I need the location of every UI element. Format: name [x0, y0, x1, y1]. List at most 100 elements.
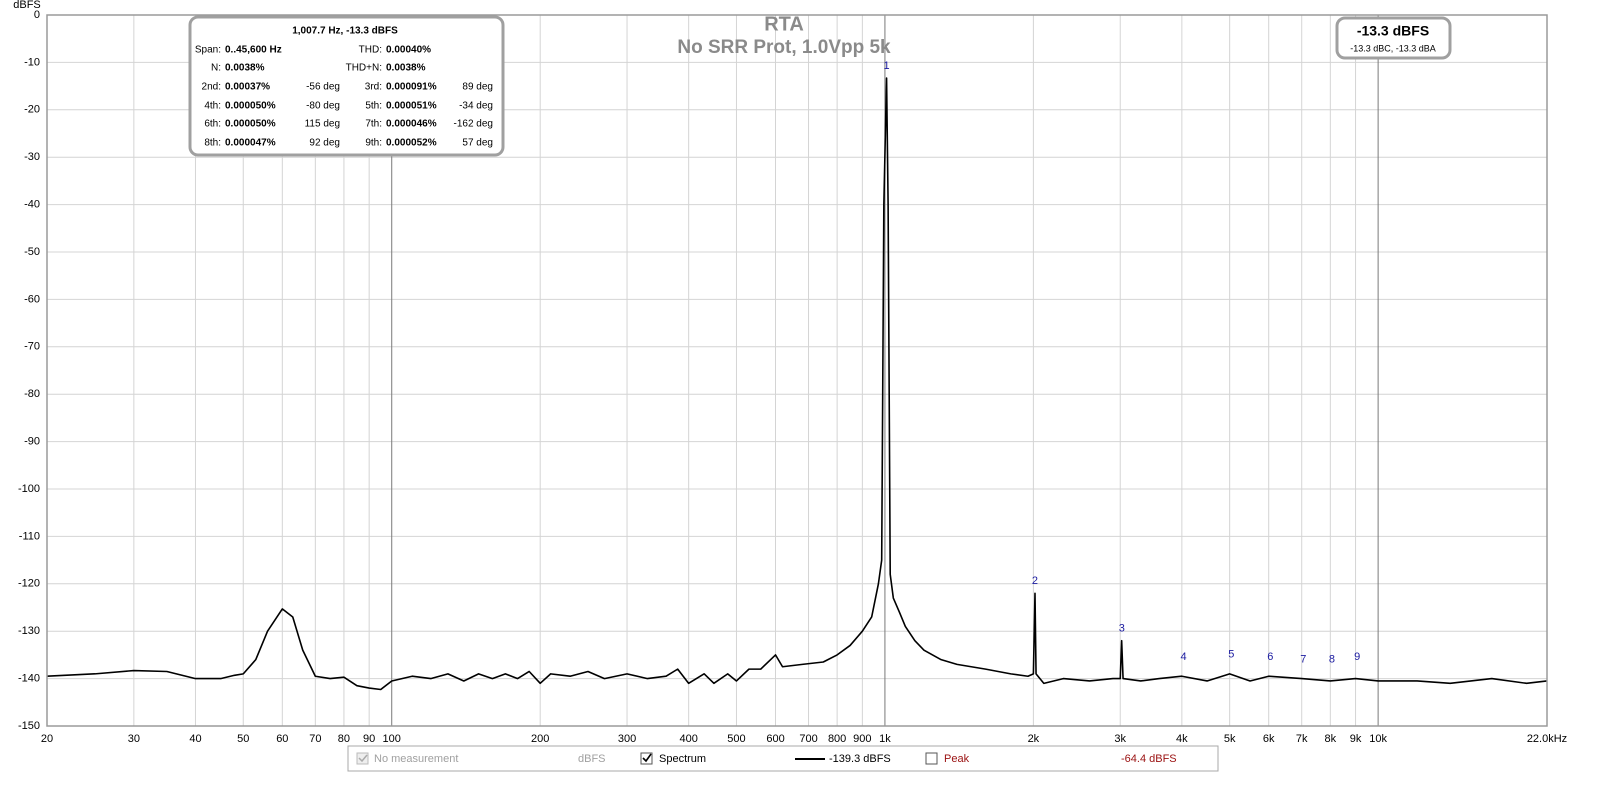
x-tick-label: 30 — [128, 733, 140, 745]
info-cell: 0.0038% — [386, 63, 426, 74]
harmonic-marker: 6 — [1267, 651, 1273, 663]
y-tick-label: -130 — [18, 625, 40, 637]
info-cell: 5th: — [365, 101, 382, 112]
y-tick-label: -110 — [19, 530, 40, 542]
info-cell: 0.000051% — [386, 101, 437, 112]
spectrum-line — [46, 77, 1548, 691]
y-tick-label: -70 — [24, 341, 40, 353]
info-cell: 0.000050% — [225, 101, 276, 112]
x-tick-label: 5k — [1224, 733, 1236, 745]
info-cell: -162 deg — [454, 119, 493, 130]
info-cell: 8th: — [204, 138, 221, 149]
info-cell: 0.000050% — [225, 119, 276, 130]
harmonic-marker: 3 — [1119, 623, 1125, 635]
y-tick-label: -100 — [18, 483, 40, 495]
y-axis-label: dBFS — [13, 0, 41, 11]
legend-series-name: Spectrum — [659, 753, 706, 765]
level-box: -13.3 dBFS -13.3 dBC, -13.3 dBA — [1335, 16, 1452, 60]
info-cell: 92 deg — [309, 138, 340, 149]
legend-frame — [347, 745, 1219, 772]
harmonic-marker: 7 — [1300, 653, 1306, 665]
info-cell: -34 deg — [459, 101, 493, 112]
info-box-frame — [188, 15, 505, 157]
checkbox[interactable] — [640, 752, 653, 765]
level-sub: -13.3 dBC, -13.3 dBA — [1350, 43, 1436, 53]
x-tick-label: 400 — [679, 733, 697, 745]
legend-series-value: -139.3 dBFS — [829, 753, 891, 765]
x-tick-label: 3k — [1114, 733, 1126, 745]
info-cell: 115 deg — [305, 119, 340, 130]
info-cell: 6th: — [204, 119, 221, 130]
info-cell: 2nd: — [202, 82, 221, 93]
info-cell: 0.000047% — [225, 138, 276, 149]
harmonic-marker: 8 — [1329, 653, 1335, 665]
x-tick-label: 60 — [276, 733, 288, 745]
check — [642, 753, 652, 763]
info-cell: 7th: — [365, 119, 382, 130]
x-tick-label: 7k — [1296, 733, 1308, 745]
y-tick-label: -120 — [18, 578, 40, 590]
legend-peak: Peak — [944, 753, 970, 765]
checkbox[interactable] — [356, 752, 369, 765]
info-cell: N: — [211, 63, 221, 74]
info-cell: 3rd: — [365, 82, 382, 93]
legend-bar: No measurement dBFS Spectrum -139.3 dBFS… — [347, 745, 1219, 772]
y-tick-label: -30 — [24, 151, 40, 163]
info-cell: 0..45,600 Hz — [225, 45, 282, 56]
y-tick-label: -90 — [24, 436, 40, 448]
info-cell: 89 deg — [462, 82, 493, 93]
info-cell: 0.00040% — [386, 45, 431, 56]
harmonic-marker: 9 — [1354, 651, 1360, 663]
harmonic-marker: 2 — [1032, 575, 1038, 587]
info-cell: 0.0038% — [225, 63, 265, 74]
x-tick-label: 300 — [618, 733, 636, 745]
x-tick-label: 4k — [1176, 733, 1188, 745]
y-tick-label: -140 — [18, 673, 40, 685]
y-tick-label: -20 — [24, 104, 40, 116]
x-tick-label: 6k — [1263, 733, 1275, 745]
legend-no-measurement: No measurement — [374, 753, 458, 765]
info-cell: 4th: — [204, 101, 221, 112]
harmonic-marker: 5 — [1228, 649, 1234, 661]
legend-peak-level: -64.4 dBFS — [1121, 753, 1177, 765]
y-tick-label: 0 — [34, 9, 40, 21]
harmonic-marker: 4 — [1180, 651, 1186, 663]
info-cell: Span: — [195, 45, 221, 56]
info-cell: -80 deg — [306, 101, 340, 112]
x-tick-label: 40 — [189, 733, 201, 745]
info-cell: 57 deg — [462, 138, 493, 149]
x-tick-label: 50 — [237, 733, 249, 745]
x-tick-label: 900 — [853, 733, 871, 745]
x-tick-label: 500 — [727, 733, 745, 745]
info-cell: THD+N: — [346, 63, 382, 74]
info-cell: 0.00037% — [225, 82, 270, 93]
x-tick-label: 90 — [363, 733, 375, 745]
info-cell: 0.000091% — [386, 82, 437, 93]
level-box-frame — [1335, 16, 1452, 60]
info-title: 1,007.7 Hz, -13.3 dBFS — [292, 26, 398, 37]
level-main: -13.3 dBFS — [1357, 23, 1429, 39]
info-cell: 0.000052% — [386, 138, 437, 149]
x-tick-label: 8k — [1325, 733, 1337, 745]
x-tick-label: 2k — [1028, 733, 1040, 745]
y-tick-label: -80 — [24, 388, 40, 400]
x-tick-label: 70 — [309, 733, 321, 745]
x-tick-label: 22.0kHz — [1527, 733, 1567, 745]
info-box: 1,007.7 Hz, -13.3 dBFS Span: 0..45,600 Hz… — [188, 15, 505, 157]
y-tick-label: -50 — [24, 246, 40, 258]
info-cell: THD: — [359, 45, 382, 56]
x-tick-label: 9k — [1350, 733, 1362, 745]
legend-no-measurement-unit: dBFS — [578, 753, 606, 765]
harmonic-marker: 1 — [884, 60, 890, 72]
checkbox[interactable] — [925, 752, 938, 765]
x-tick-label: 600 — [766, 733, 784, 745]
x-tick-label: 80 — [338, 733, 350, 745]
chart-subtitle: No SRR Prot, 1.0Vpp 5k — [677, 37, 891, 58]
chart-title: RTA — [764, 13, 804, 35]
y-tick-label: -10 — [24, 56, 40, 68]
x-tick-label: 20 — [41, 733, 53, 745]
info-cell: 9th: — [365, 138, 382, 149]
y-tick-label: -40 — [24, 199, 40, 211]
y-tick-label: -60 — [24, 293, 40, 305]
